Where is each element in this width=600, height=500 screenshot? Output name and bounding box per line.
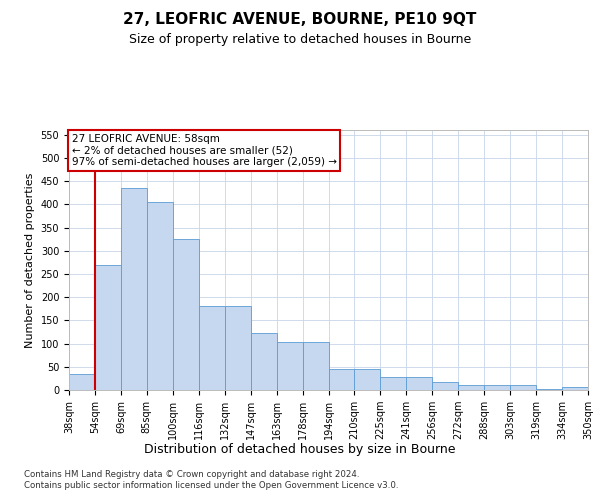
Text: 27, LEOFRIC AVENUE, BOURNE, PE10 9QT: 27, LEOFRIC AVENUE, BOURNE, PE10 9QT: [124, 12, 476, 28]
Bar: [302, 342, 329, 390]
Bar: [69, 374, 95, 390]
Bar: [536, 388, 562, 390]
Bar: [458, 386, 484, 390]
Bar: [277, 342, 302, 390]
Bar: [562, 387, 588, 390]
Bar: [251, 334, 277, 390]
Bar: [173, 239, 199, 390]
Text: Contains HM Land Registry data © Crown copyright and database right 2024.: Contains HM Land Registry data © Crown c…: [24, 470, 359, 479]
Bar: [329, 369, 355, 390]
Bar: [147, 202, 173, 390]
Text: 27 LEOFRIC AVENUE: 58sqm
← 2% of detached houses are smaller (52)
97% of semi-de: 27 LEOFRIC AVENUE: 58sqm ← 2% of detache…: [71, 134, 337, 167]
Text: Size of property relative to detached houses in Bourne: Size of property relative to detached ho…: [129, 32, 471, 46]
Bar: [199, 306, 224, 390]
Text: Contains public sector information licensed under the Open Government Licence v3: Contains public sector information licen…: [24, 481, 398, 490]
Bar: [433, 382, 458, 390]
Bar: [225, 306, 251, 390]
Text: Distribution of detached houses by size in Bourne: Distribution of detached houses by size …: [144, 442, 456, 456]
Bar: [380, 377, 406, 390]
Bar: [121, 188, 147, 390]
Bar: [484, 386, 510, 390]
Bar: [510, 386, 536, 390]
Bar: [406, 377, 432, 390]
Y-axis label: Number of detached properties: Number of detached properties: [25, 172, 35, 348]
Bar: [355, 369, 380, 390]
Bar: [95, 264, 121, 390]
